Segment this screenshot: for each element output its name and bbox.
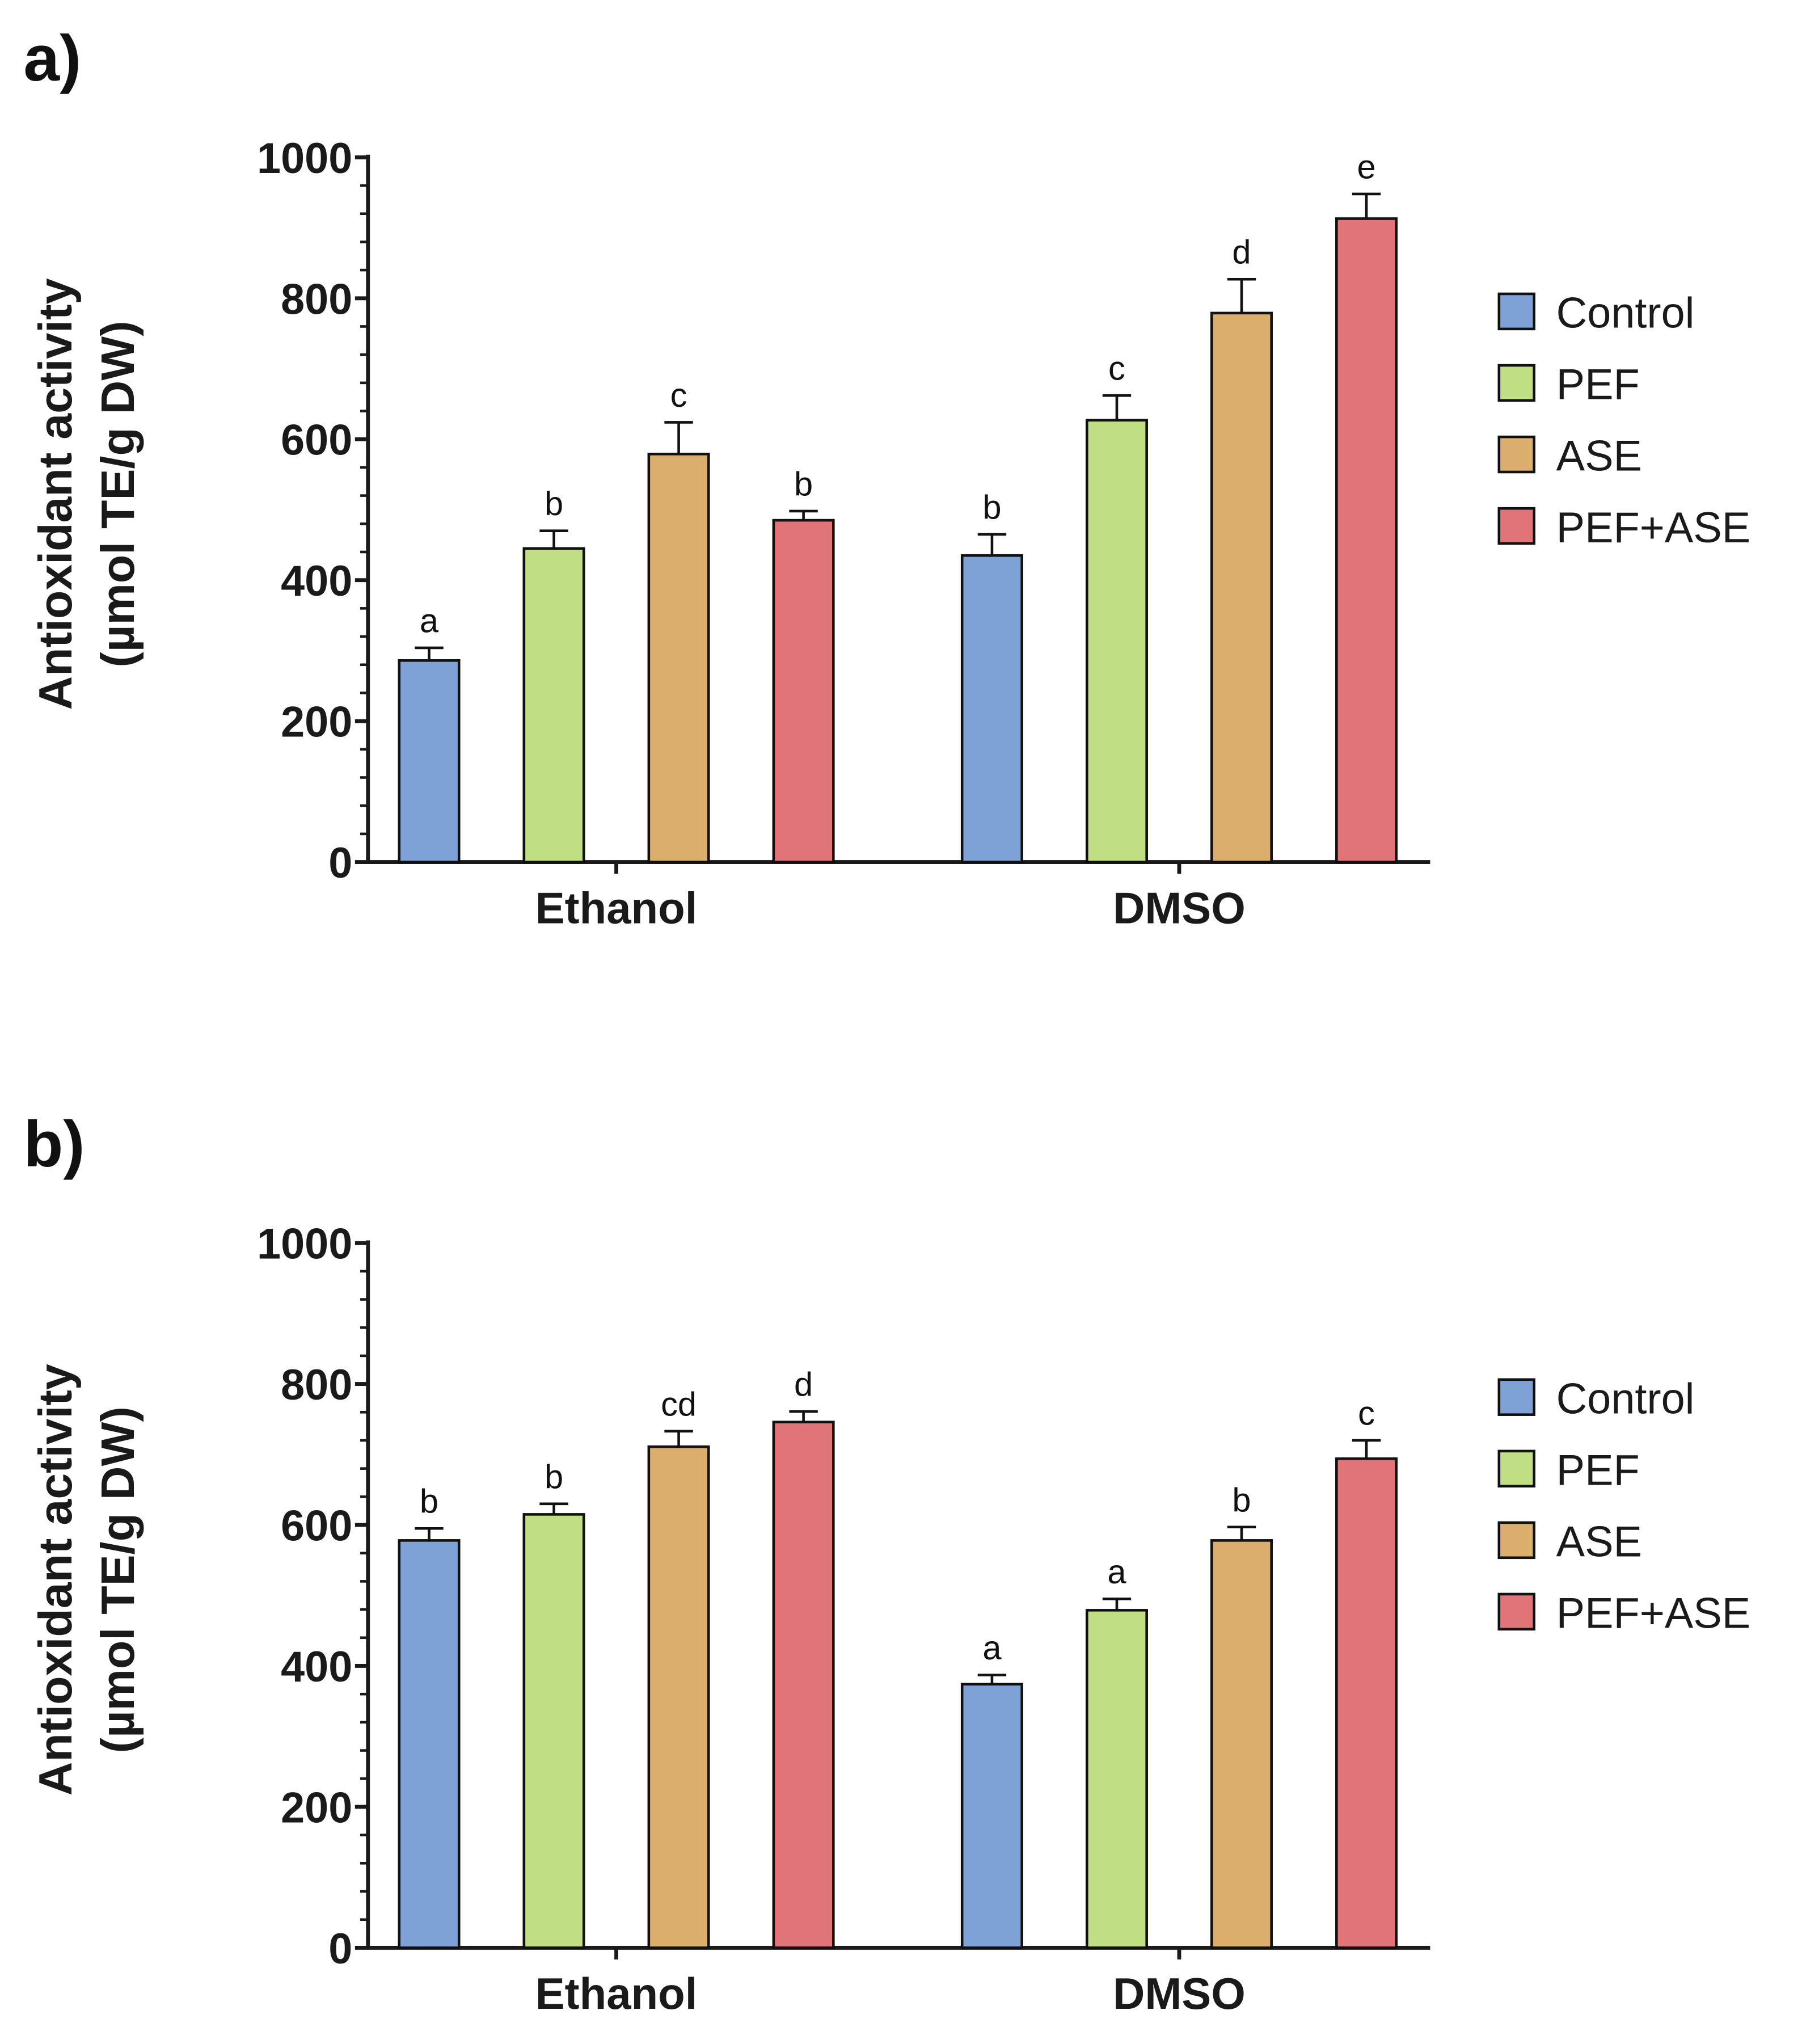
panel-a: a) Antioxidant activity (µmol TE/g DW) 0 200… (23, 22, 1750, 933)
y-tick-label: 0 (328, 840, 352, 887)
bar-pef-ethanol (522, 547, 585, 863)
bar-control-ethanol (398, 1539, 461, 1949)
y-tick-label: 800 (281, 276, 352, 323)
bar-pef-ase-dmso (1335, 217, 1398, 863)
y-tick-label: 800 (281, 1362, 352, 1409)
bar-control-dmso (960, 1683, 1023, 1949)
significance-letter: b (982, 488, 1001, 526)
legend-swatch (1497, 292, 1535, 331)
legend-label: PEF (1556, 1447, 1640, 1494)
legend-swatch (1497, 364, 1535, 402)
significance-letter: b (545, 1457, 563, 1495)
y-axis-label: Antioxidant activity (µmol TE/g DW) (29, 278, 144, 710)
bar-ase-ethanol (647, 1445, 710, 1949)
significance-letter: a (982, 1629, 1002, 1667)
bar-pef-ase-ethanol (772, 1421, 835, 1949)
significance-letter: d (794, 1366, 813, 1404)
bar-pef-dmso (1085, 1609, 1148, 1949)
legend-swatch (1497, 435, 1535, 474)
bar-ase-dmso (1210, 311, 1273, 863)
significance-letter: d (1232, 233, 1251, 271)
y-tick-label: 600 (281, 417, 352, 465)
significance-letter: c (1358, 1394, 1375, 1432)
bar-ase-dmso (1210, 1539, 1273, 1949)
significance-letter: e (1357, 147, 1375, 186)
legend-label: PEF (1556, 361, 1640, 409)
legend-swatch (1497, 1449, 1535, 1488)
bar-control-ethanol (398, 659, 461, 863)
y-axis-label-line: (µmol TE/g DW) (92, 321, 144, 667)
y-tick-label: 0 (328, 1925, 352, 1973)
significance-letter: a (420, 601, 439, 639)
legend-label: PEF+ASE (1556, 504, 1751, 552)
y-tick-label: 400 (281, 558, 352, 605)
y-axis-label-line: (µmol TE/g DW) (92, 1406, 144, 1753)
panel-label: a) (23, 22, 81, 95)
significance-letter: b (545, 484, 563, 522)
y-tick-label: 200 (281, 699, 352, 747)
significance-letter: cd (661, 1385, 697, 1423)
significance-letter: b (1232, 1481, 1251, 1519)
significance-letter: b (420, 1482, 438, 1520)
legend-label: Control (1556, 1375, 1695, 1423)
y-axis-label: Antioxidant activity (µmol TE/g DW) (29, 1364, 144, 1796)
panel-label: b) (23, 1108, 85, 1181)
bar-pef-dmso (1085, 419, 1148, 863)
bar-pef-ase-dmso (1335, 1457, 1398, 1949)
y-tick-label: 200 (281, 1784, 352, 1832)
bar-pef-ase-ethanol (772, 519, 835, 863)
bar-pef-ethanol (522, 1513, 585, 1949)
legend-swatch (1497, 1592, 1535, 1631)
legend-swatch (1497, 507, 1535, 545)
legend-swatch (1497, 1521, 1535, 1560)
legend-label: Control (1556, 290, 1695, 338)
significance-letter: b (794, 465, 813, 503)
y-axis-label-line: Antioxidant activity (29, 278, 82, 710)
y-tick-label: 1000 (257, 135, 352, 183)
bar-control-dmso (960, 554, 1023, 863)
x-category-label: Ethanol (535, 883, 698, 933)
legend-label: ASE (1556, 1519, 1642, 1566)
y-tick-label: 400 (281, 1643, 352, 1691)
significance-letter: a (1107, 1553, 1126, 1591)
bar-ase-ethanol (647, 453, 710, 863)
y-tick-label: 1000 (257, 1221, 352, 1268)
legend-swatch (1497, 1378, 1535, 1416)
legend-label: ASE (1556, 433, 1642, 481)
x-category-label: DMSO (1113, 1969, 1246, 2018)
y-tick-label: 600 (281, 1503, 352, 1550)
significance-letter: c (670, 376, 687, 414)
x-category-label: Ethanol (535, 1969, 698, 2018)
legend-label: PEF+ASE (1556, 1590, 1751, 1638)
significance-letter: c (1108, 349, 1125, 387)
x-category-label: DMSO (1113, 883, 1246, 933)
panel-b: b) Antioxidant activity (µmol TE/g DW) 0 200… (23, 1108, 1750, 2018)
y-axis-label-line: Antioxidant activity (29, 1364, 82, 1796)
